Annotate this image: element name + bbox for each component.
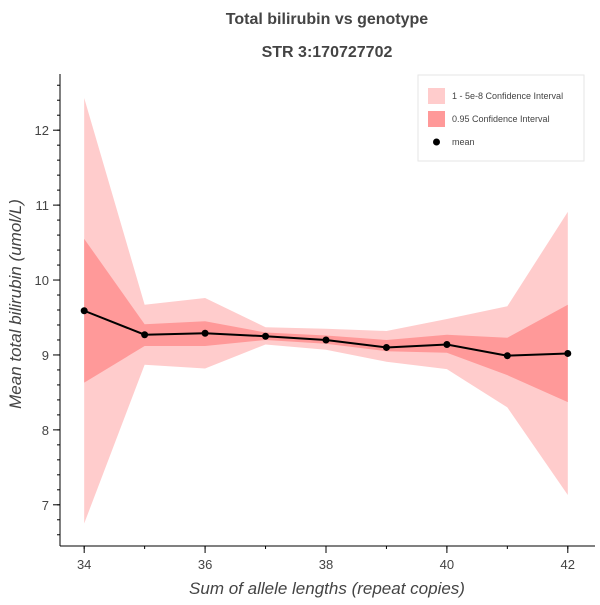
axes: 34 36 38 40 42 7 8 9 10 11 12	[35, 74, 595, 572]
legend-label-mean: mean	[452, 137, 475, 147]
x-tick-label: 40	[440, 557, 454, 572]
legend-swatch-inner-ci	[428, 111, 445, 127]
x-tick-label: 38	[319, 557, 333, 572]
legend: 1 - 5e-8 Confidence Interval 0.95 Confid…	[417, 74, 585, 162]
legend-swatch-outer-ci	[428, 88, 445, 104]
mean-point	[80, 307, 88, 315]
x-axis-label: Sum of allele lengths (repeat copies)	[189, 579, 465, 598]
mean-point	[262, 332, 270, 340]
y-tick-label: 7	[42, 498, 49, 513]
mean-point	[503, 352, 511, 360]
chart-subtitle: STR 3:170727702	[262, 44, 393, 61]
mean-point	[382, 343, 390, 351]
y-axis-label: Mean total bilirubin (umol/L)	[6, 199, 25, 409]
mean-point	[564, 349, 572, 357]
ci-band-0	[84, 97, 568, 524]
legend-label-inner-ci: 0.95 Confidence Interval	[452, 114, 550, 124]
mean-point	[443, 340, 451, 348]
legend-label-outer-ci: 1 - 5e-8 Confidence Interval	[452, 91, 563, 101]
mean-point	[141, 331, 149, 339]
y-tick-label: 10	[35, 273, 49, 288]
y-tick-label: 12	[35, 123, 49, 138]
x-tick-label: 42	[561, 557, 575, 572]
mean-point	[322, 336, 330, 344]
y-tick-label: 9	[42, 348, 49, 363]
mean-point	[201, 329, 209, 337]
x-tick-label: 34	[77, 557, 91, 572]
chart-title: Total bilirubin vs genotype	[226, 11, 428, 28]
x-tick-label: 36	[198, 557, 212, 572]
legend-marker-mean	[433, 138, 440, 146]
legend-box	[417, 74, 585, 162]
plot-area	[80, 97, 572, 524]
y-tick-label: 11	[36, 198, 50, 213]
y-tick-label: 8	[42, 423, 49, 438]
